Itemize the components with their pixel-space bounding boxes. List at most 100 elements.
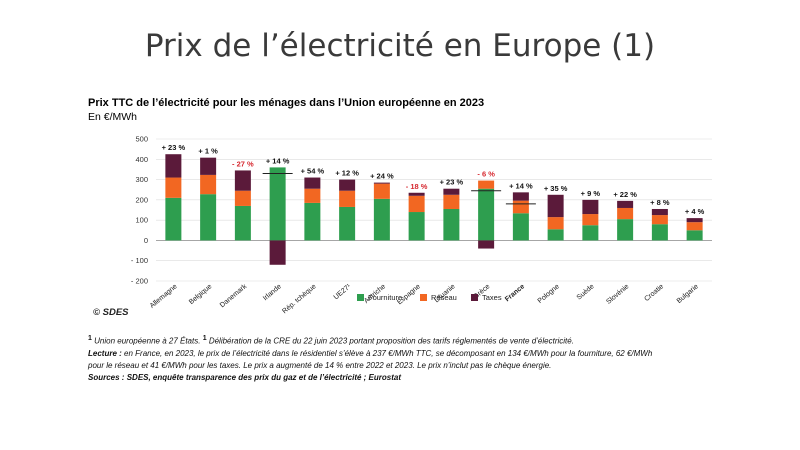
change-label: + 14 %	[509, 181, 533, 190]
category-label: Pologne	[537, 283, 561, 305]
bar-segment-rseau	[651, 215, 668, 225]
y-tick-label: 500	[135, 135, 148, 144]
legend-label: Réseau	[431, 293, 457, 302]
chart-unit-label: En €/MWh	[88, 111, 138, 123]
bar-segment-taxes	[686, 218, 703, 223]
bar-segment-rseau	[686, 222, 703, 231]
bar-segment-fourniture	[200, 194, 217, 241]
y-axis: 500 400 300 200 100 0 - 100 - 200	[131, 135, 148, 286]
change-label: + 14 %	[266, 156, 290, 165]
bar-segment-fourniture	[686, 230, 703, 241]
bar-segment-fourniture	[512, 213, 529, 241]
bar-segment-rseau	[234, 190, 251, 206]
footnote-1: Union européenne à 27 États.	[94, 336, 201, 346]
category-label: France	[504, 283, 526, 303]
bar-segment-fourniture	[234, 205, 251, 241]
bar-segment-fourniture	[443, 208, 460, 241]
bar-segment-fourniture	[582, 225, 599, 241]
change-label: + 24 %	[370, 172, 394, 181]
change-label: + 54 %	[301, 167, 325, 176]
bar-segment-fourniture	[651, 224, 668, 241]
change-label: + 1 %	[198, 147, 218, 156]
bar-segment-rseau	[339, 190, 356, 207]
lecture-line-2: pour le réseau et 41 €/MWh pour les taxe…	[88, 360, 728, 372]
change-label: + 22 %	[613, 190, 637, 199]
stacked-bar-chart: 500 400 300 200 100 0 - 100 - 200 + 23 % + 1 % - …	[131, 135, 712, 315]
bar-segment-taxes	[478, 240, 495, 249]
category-label: Slovénie	[605, 283, 630, 306]
legend-swatch	[357, 294, 364, 301]
category-label: Suède	[576, 283, 596, 301]
footnote-line: 1 Union européenne à 27 États. 1 Délibér…	[88, 333, 728, 348]
y-tick-label: 400	[135, 155, 148, 164]
bar-segment-rseau	[304, 188, 321, 203]
bar-segment-fourniture	[617, 219, 634, 241]
y-tick-label: 300	[135, 175, 148, 184]
lecture-line: Lecture : en France, en 2023, le prix de…	[88, 348, 728, 360]
footnote-marker-2: 1	[202, 335, 207, 342]
category-label: Croatie	[643, 283, 665, 303]
bar-segment-taxes	[617, 200, 634, 208]
change-label: + 23 %	[162, 143, 186, 152]
lecture-label: Lecture :	[88, 348, 122, 358]
slide-title: Prix de l’électricité en Europe (1)	[144, 28, 656, 64]
sources-label: Sources :	[88, 372, 125, 382]
sources-text: SDES, enquête transparence des prix du g…	[126, 372, 402, 382]
y-tick-label: - 100	[131, 256, 148, 265]
bar-segment-taxes	[408, 192, 425, 196]
bar-segment-taxes	[582, 199, 599, 215]
bar-segment-taxes	[304, 177, 321, 189]
bar-segment-rseau	[547, 217, 564, 230]
category-label: Danemark	[219, 283, 249, 309]
legend-swatch	[420, 294, 427, 301]
notes-block: 1 Union européenne à 27 États. 1 Délibér…	[88, 333, 728, 384]
bar-segment-rseau	[582, 214, 599, 226]
bar-segment-fourniture	[408, 212, 425, 241]
lecture-text: en France, en 2023, le prix de l’électri…	[124, 348, 653, 358]
change-label: + 12 %	[335, 169, 359, 178]
bar-segment-fourniture	[269, 167, 286, 241]
category-label: Bulgarie	[676, 283, 700, 305]
category-label: Belgique	[188, 283, 213, 306]
y-tick-label: 200	[135, 195, 148, 204]
change-label: + 4 %	[685, 207, 705, 216]
lecture-text-2: pour le réseau et 41 €/MWh pour les taxe…	[88, 360, 552, 370]
category-label: Rép. tchèque	[281, 283, 317, 315]
chart-source: © SDES	[93, 307, 129, 318]
change-label: - 6 %	[477, 170, 495, 179]
bar-segment-rseau	[373, 183, 390, 199]
bar-segment-taxes	[443, 188, 460, 195]
bar-segment-rseau	[478, 180, 495, 189]
y-tick-label: - 200	[131, 277, 148, 286]
bar-segment-fourniture	[165, 197, 182, 241]
category-label: Irlande	[262, 283, 283, 302]
sources-line: Sources : SDES, enquête transparence des…	[88, 372, 728, 384]
bar-segment-fourniture	[373, 198, 390, 241]
change-label: + 8 %	[650, 198, 670, 207]
category-label: UE27¹	[333, 283, 353, 302]
bar-segment-rseau	[165, 177, 182, 198]
footnote-marker: 1	[88, 335, 92, 342]
legend-label: Taxes	[482, 293, 502, 302]
bar-segment-taxes	[269, 240, 286, 265]
bar-segment-rseau	[200, 174, 217, 195]
bar-segment-taxes	[339, 179, 356, 191]
y-tick-label: 0	[144, 236, 148, 245]
category-label: Allemagne	[149, 283, 179, 310]
change-label: - 18 %	[406, 182, 428, 191]
bar-segment-taxes	[234, 170, 251, 191]
legend-label: Fourniture	[368, 293, 402, 302]
data-labels: + 23 % + 1 % - 27 % + 14 % + 54 % + 12 % + 24 …	[162, 143, 705, 216]
chart-title: Prix TTC de l’électricité pour les ménag…	[88, 97, 485, 109]
change-label: + 9 %	[581, 189, 601, 198]
bar-segment-rseau	[617, 207, 634, 220]
bar-segment-taxes	[373, 182, 390, 184]
change-label: + 35 %	[544, 184, 568, 193]
bars	[165, 154, 703, 265]
legend-swatch	[471, 294, 478, 301]
bar-segment-fourniture	[547, 229, 564, 241]
change-label: - 27 %	[232, 159, 254, 168]
bar-segment-rseau	[443, 194, 460, 209]
y-tick-label: 100	[135, 216, 148, 225]
change-label: + 23 %	[440, 178, 464, 187]
